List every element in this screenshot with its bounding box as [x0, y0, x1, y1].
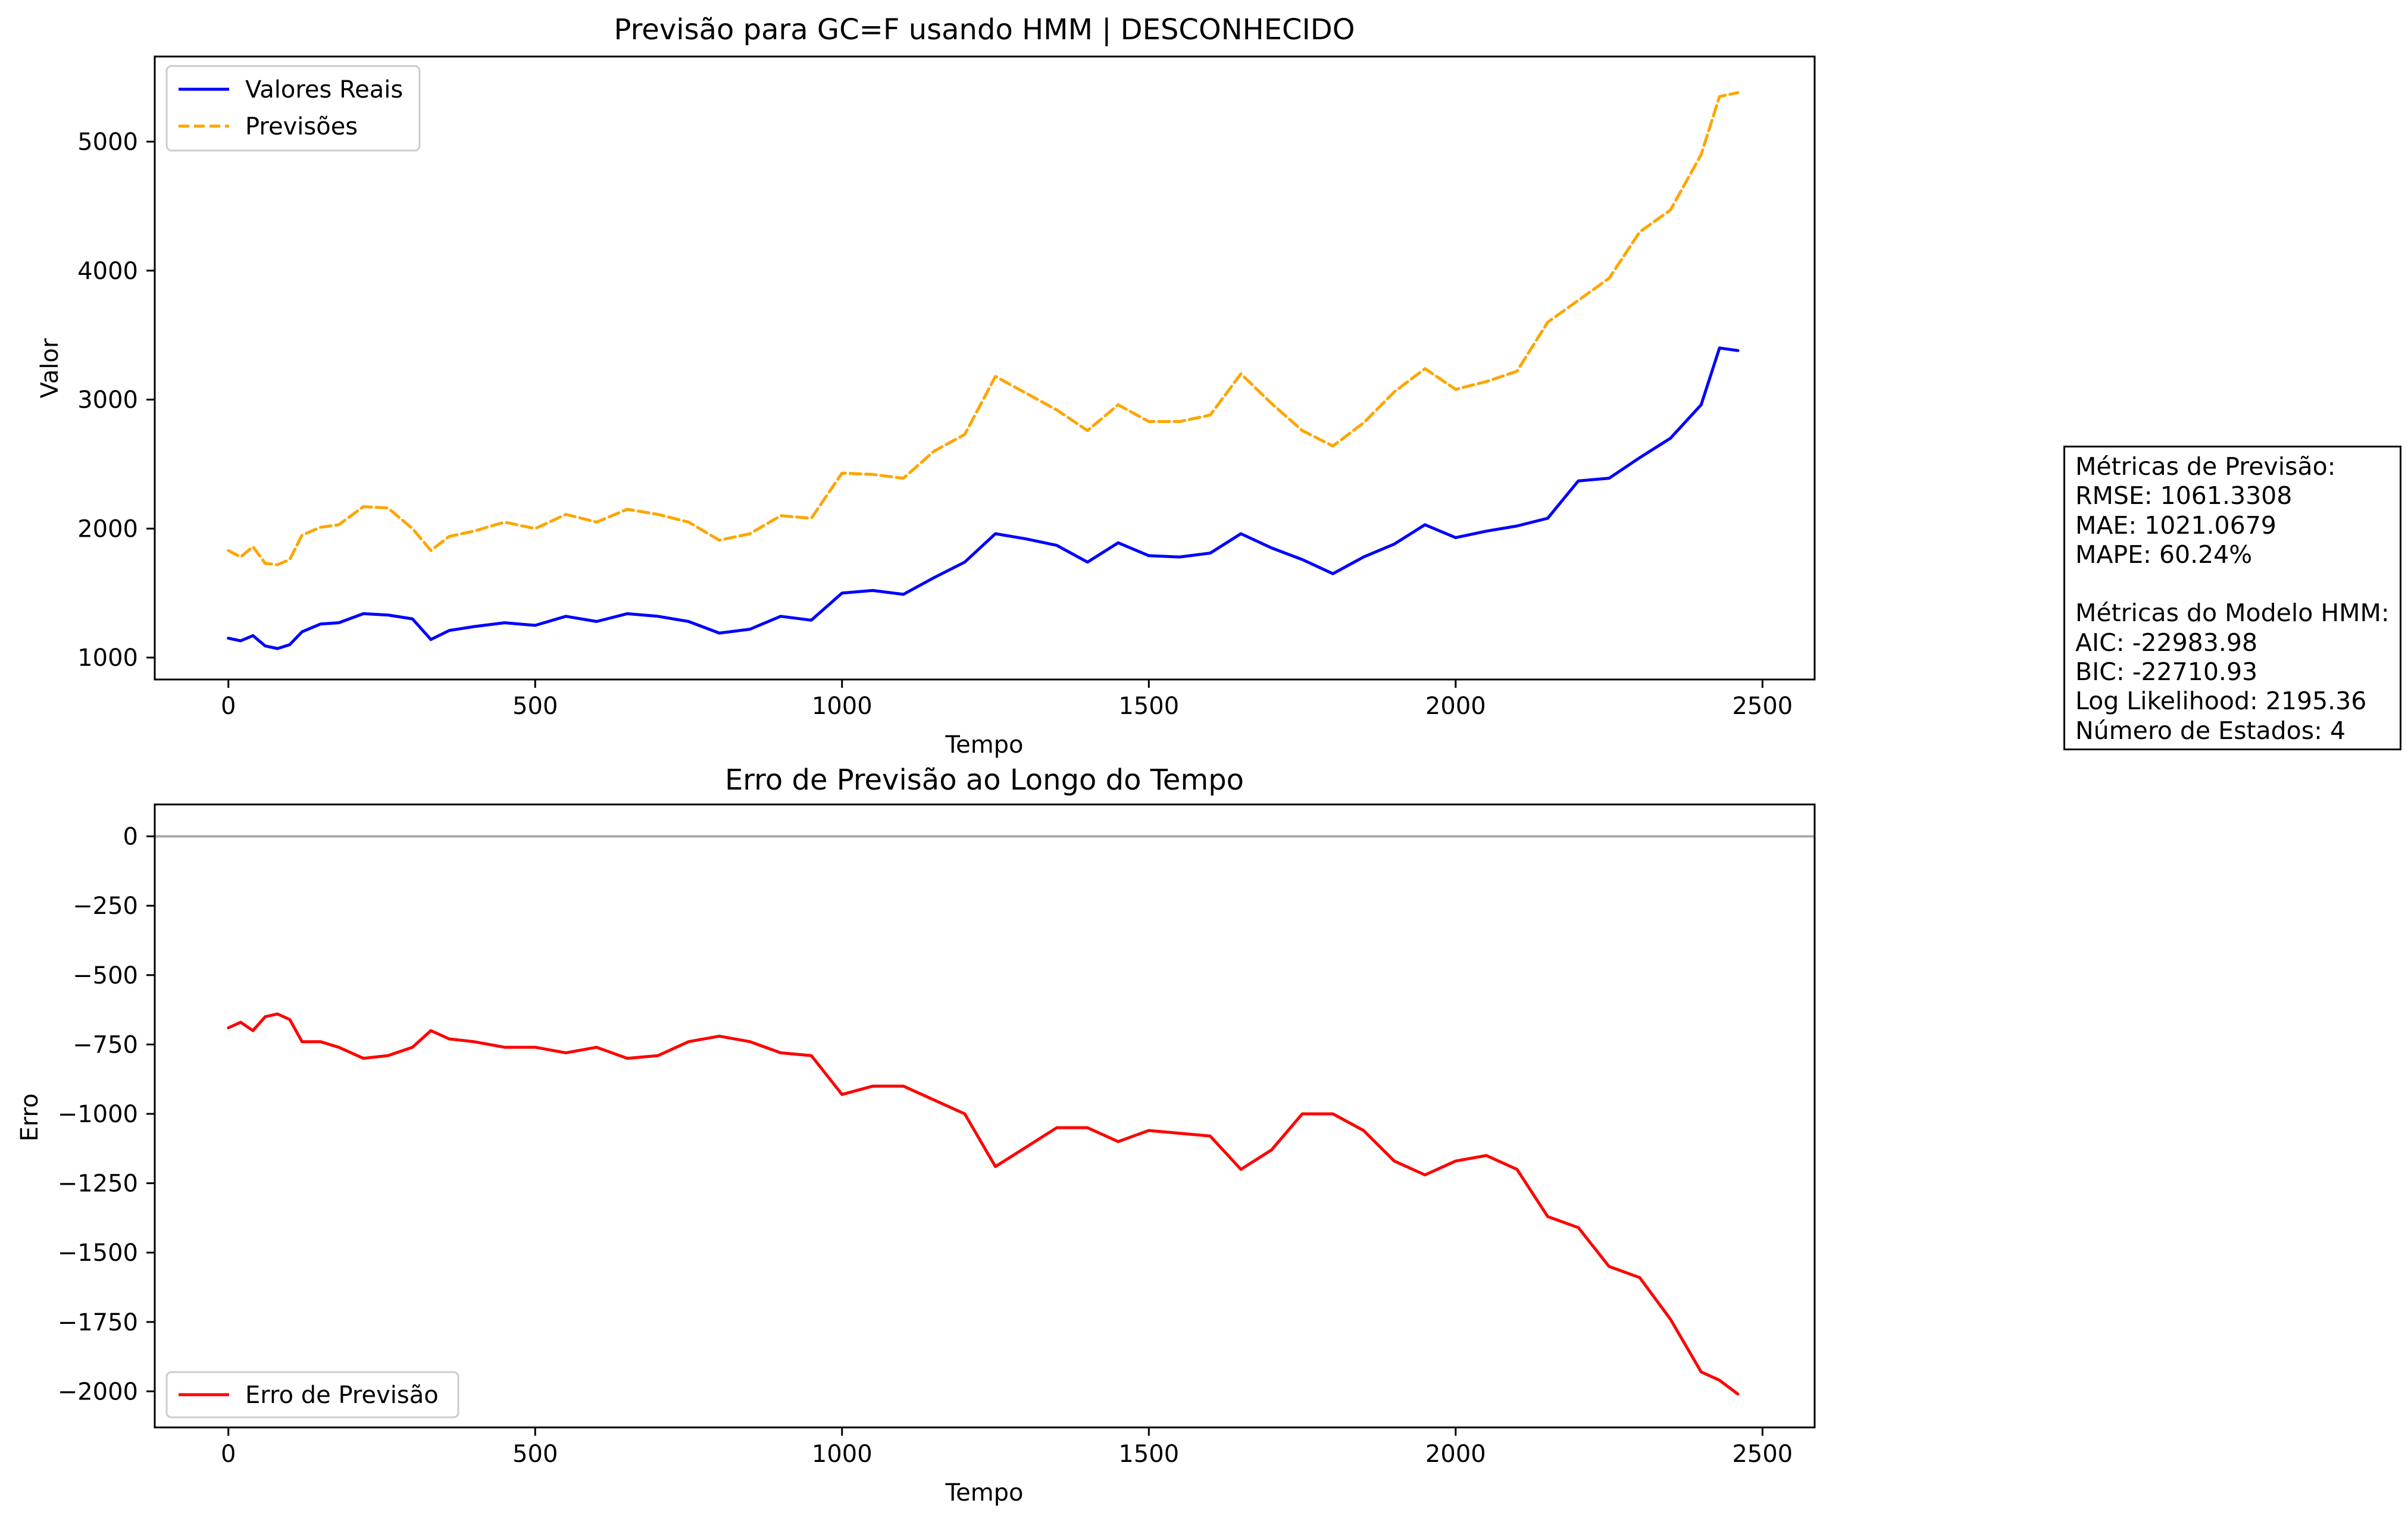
- metrics-line: Métricas do Modelo HMM:: [2075, 599, 2390, 628]
- x-tick-label: 1000: [812, 1441, 872, 1468]
- y-tick-label: −750: [73, 1031, 138, 1059]
- metrics-line: BIC: -22710.93: [2075, 657, 2258, 687]
- error-chart: Erro de Previsão ao Longo do Tempo 0 500 1…: [16, 763, 1816, 1507]
- y-tick-label: 4000: [77, 258, 138, 285]
- chart2-axes-frame: [154, 803, 1816, 1429]
- chart2-legend-box: [165, 1371, 459, 1418]
- chart2-series-group: [155, 835, 1815, 1396]
- x-tick-label: 1500: [1118, 1441, 1179, 1468]
- y-tick-label: −500: [73, 962, 138, 989]
- y-tick-label: 5000: [77, 129, 138, 156]
- x-tick-label: 2500: [1732, 693, 1793, 720]
- y-tick-label: 0: [123, 823, 138, 851]
- x-tick-label: 500: [512, 1441, 558, 1468]
- metrics-line: MAE: 1021.0679: [2075, 511, 2276, 540]
- series-line-previsoes: [227, 91, 1740, 566]
- y-tick-label: −1000: [58, 1101, 138, 1128]
- y-tick-label: 1000: [77, 644, 138, 672]
- y-tick-label: 3000: [77, 387, 138, 414]
- y-tick-label: −2000: [58, 1378, 138, 1405]
- chart2-y-axis-label: Erro: [16, 1093, 43, 1141]
- chart1-legend-box: [165, 65, 421, 152]
- chart2-legend[interactable]: Erro de Previsão: [165, 1371, 459, 1418]
- metrics-line: Métricas de Previsão:: [2075, 452, 2336, 481]
- chart2-x-axis-label: Tempo: [945, 1479, 1023, 1507]
- y-tick-label: −250: [73, 893, 138, 920]
- chart1-legend[interactable]: Valores Reais Previsões: [165, 65, 421, 152]
- metrics-line: Log Likelihood: 2195.36: [2075, 687, 2367, 716]
- chart1-series-group: [227, 91, 1740, 650]
- metrics-line: RMSE: 1061.3308: [2075, 481, 2293, 511]
- metrics-line: Número de Estados: 4: [2075, 716, 2346, 745]
- x-tick-label: 2000: [1425, 693, 1486, 720]
- y-tick-label: −1500: [58, 1239, 138, 1267]
- legend-label-valores-reais: Valores Reais: [245, 76, 403, 104]
- metrics-box: Métricas de Previsão: RMSE: 1061.3308 MA…: [2063, 446, 2401, 750]
- y-tick-label: −1750: [58, 1309, 138, 1336]
- metrics-line: MAPE: 60.24%: [2075, 540, 2253, 569]
- legend-label-previsoes: Previsões: [245, 113, 358, 140]
- chart1-y-ticks: 1000 2000 3000 4000 5000: [77, 129, 155, 672]
- chart2-x-ticks: 0 500 1000 1500 2000 2500: [221, 1427, 1793, 1468]
- chart1-title: Previsão para GC=F usando HMM | DESCONHE…: [614, 13, 1355, 46]
- x-tick-label: 0: [221, 693, 236, 720]
- chart1-axes-frame: [154, 55, 1816, 681]
- metrics-line: AIC: -22983.98: [2075, 628, 2258, 657]
- x-tick-label: 1000: [812, 693, 872, 720]
- series-line-erro-de-previsao: [227, 1012, 1740, 1396]
- chart2-y-ticks: 0 −250 −500 −750 −1000 −1250 −1500 −1750 −2000: [58, 823, 155, 1405]
- x-tick-label: 2500: [1732, 1441, 1793, 1468]
- x-tick-label: 0: [221, 1441, 236, 1468]
- x-tick-label: 500: [512, 693, 558, 720]
- series-line-valores-reais: [227, 346, 1740, 650]
- forecast-chart: Previsão para GC=F usando HMM | DESCONHE…: [36, 13, 1816, 759]
- x-tick-label: 2000: [1425, 1441, 1486, 1468]
- y-tick-label: −1250: [58, 1170, 138, 1198]
- chart1-x-axis-label: Tempo: [945, 731, 1023, 759]
- y-tick-label: 2000: [77, 515, 138, 543]
- metrics-line: [2075, 569, 2400, 599]
- x-tick-label: 1500: [1118, 693, 1179, 720]
- chart1-x-ticks: 0 500 1000 1500 2000 2500: [221, 679, 1793, 720]
- legend-label-erro-de-previsao: Erro de Previsão: [245, 1382, 439, 1409]
- chart1-y-axis-label: Valor: [36, 338, 64, 398]
- chart2-title: Erro de Previsão ao Longo do Tempo: [725, 763, 1244, 797]
